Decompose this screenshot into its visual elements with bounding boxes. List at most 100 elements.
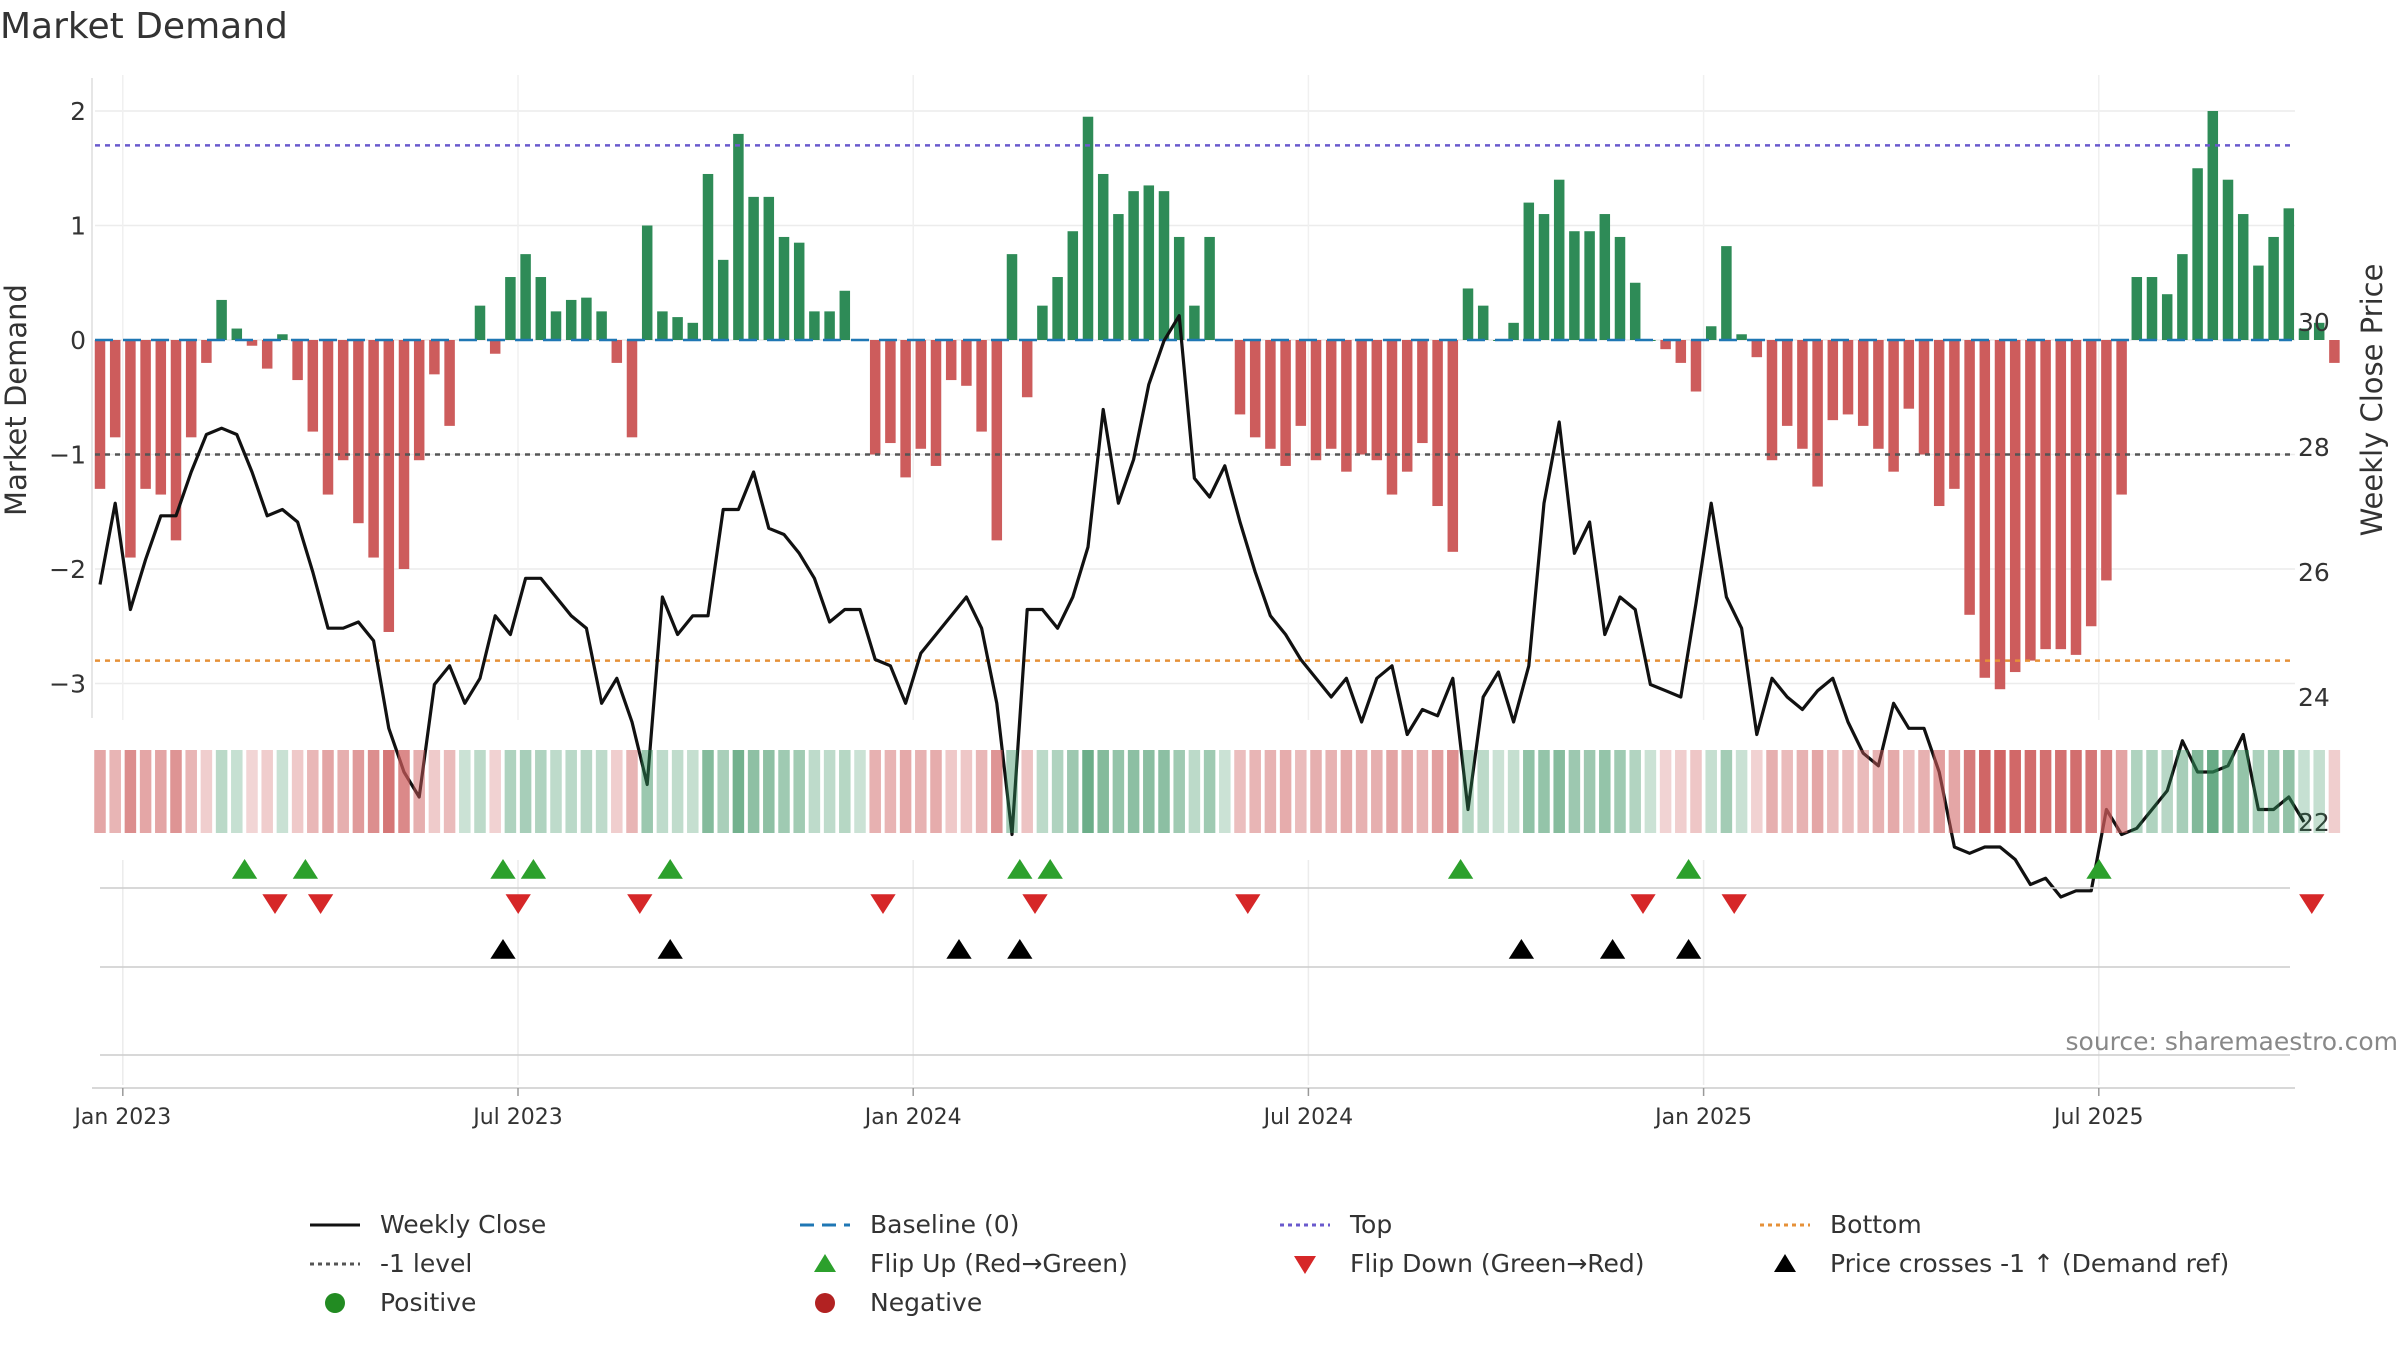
y-axis-left-label: Market Demand: [0, 284, 33, 516]
demand-bar: [1584, 231, 1595, 340]
heat-cell: [1948, 750, 1961, 833]
heat-strip: [94, 750, 2341, 833]
heat-cell: [1371, 750, 1383, 833]
demand-bar: [1949, 340, 1960, 489]
demand-bar: [1797, 340, 1808, 449]
heat-cell: [2100, 750, 2113, 833]
legend-label: Positive: [380, 1288, 477, 1317]
demand-bar: [2009, 340, 2021, 673]
heat-cell: [1994, 750, 2006, 833]
demand-bar: [1052, 277, 1063, 340]
heat-cell: [1097, 750, 1109, 833]
y-axis-right-label: Weekly Close Price: [2355, 264, 2389, 537]
heat-cell: [1386, 750, 1398, 833]
demand-bar: [277, 334, 288, 340]
heat-cell: [139, 750, 152, 833]
heat-cell: [170, 750, 182, 833]
demand-bar: [322, 340, 334, 495]
heat-cell: [413, 750, 425, 833]
demand-bar: [2222, 179, 2234, 340]
demand-bar: [1189, 305, 1200, 340]
demand-bar: [1447, 340, 1459, 552]
demand-bar: [550, 311, 562, 340]
demand-bar: [216, 299, 227, 340]
demand-bar: [1097, 173, 1109, 340]
heat-cell: [474, 750, 486, 833]
legend-item: Weekly Close: [300, 1210, 546, 1239]
heat-cell: [2283, 750, 2295, 833]
demand-bar: [1736, 334, 1747, 340]
heat-cell: [215, 750, 228, 833]
heat-cell: [2070, 750, 2082, 833]
heat-cell: [626, 750, 638, 833]
heat-cell: [1295, 750, 1307, 833]
heat-cell: [1158, 750, 1170, 833]
demand-bar: [1508, 322, 1519, 340]
heat-cell: [1492, 750, 1505, 833]
demand-bar: [185, 340, 197, 438]
demand-bar: [1842, 340, 1854, 415]
heat-cell: [580, 750, 593, 833]
heat-cell: [1036, 750, 1049, 833]
demand-bar: [2146, 277, 2158, 340]
demand-bar: [976, 340, 987, 432]
demand-bar: [1477, 305, 1489, 340]
y-right-tick-label: 22: [2298, 808, 2330, 837]
heat-cell: [1629, 750, 1641, 833]
demand-bar: [1173, 236, 1185, 340]
flip-up-marker: [1037, 859, 1063, 879]
demand-bar: [307, 340, 319, 432]
demand-bar: [140, 340, 151, 489]
legend-swatch: [800, 1223, 850, 1226]
reference-lines: [95, 144, 2292, 662]
y-left-tick-label: 1: [70, 212, 86, 241]
heat-cell: [1067, 750, 1079, 833]
demand-bar: [1873, 340, 1884, 449]
demand-bar: [246, 340, 258, 346]
x-tick-label: Jan 2023: [72, 1105, 171, 1130]
heat-cell: [550, 750, 562, 833]
demand-bar: [1827, 340, 1839, 421]
demand-bar: [520, 254, 531, 340]
heat-cell: [94, 750, 106, 833]
legend-label: Bottom: [1830, 1210, 1922, 1239]
flip-up-marker: [1675, 859, 1702, 879]
flip-down-marker: [1630, 894, 1656, 914]
demand-bar: [1569, 231, 1580, 340]
heat-cell: [1979, 750, 1991, 833]
demand-bar: [398, 340, 410, 569]
legend-swatch: [1280, 1223, 1330, 1226]
chart-legend: Weekly Close Baseline (0) Top Bottom -1 leve…: [300, 1210, 2300, 1330]
price-cross-marker: [657, 939, 683, 959]
demand-bar: [2237, 214, 2249, 340]
demand-bar: [2253, 265, 2264, 340]
heat-cell: [231, 750, 243, 833]
legend-item: Baseline (0): [790, 1210, 1019, 1239]
heat-cell: [854, 750, 866, 833]
heat-cell: [2024, 750, 2037, 833]
heat-cell: [1644, 750, 1657, 833]
heat-cell: [763, 750, 775, 833]
heat-cell: [1523, 750, 1535, 833]
demand-bar: [2055, 340, 2067, 650]
demand-bar: [383, 340, 395, 632]
heat-cell: [1447, 750, 1459, 833]
heat-cell: [2252, 750, 2265, 833]
heat-cell: [1355, 750, 1368, 833]
flip-down-marker: [2299, 894, 2325, 914]
heat-cell: [1751, 750, 1763, 833]
demand-bar: [1721, 246, 1732, 340]
price-cross-marker: [946, 939, 972, 959]
demand-bar: [1812, 340, 1823, 487]
heat-cell: [1887, 750, 1900, 833]
heat-cell: [1401, 750, 1413, 833]
demand-bar: [778, 236, 790, 340]
event-rows: [100, 859, 2325, 1056]
heat-cell: [1918, 750, 1930, 833]
source-credit: source: sharemaestro.com: [2066, 1027, 2399, 1056]
demand-bar: [2283, 208, 2295, 340]
demand-bar: [368, 340, 379, 558]
heat-cell: [1173, 750, 1185, 833]
heat-cell: [869, 750, 881, 833]
legend-label: Negative: [870, 1288, 983, 1317]
